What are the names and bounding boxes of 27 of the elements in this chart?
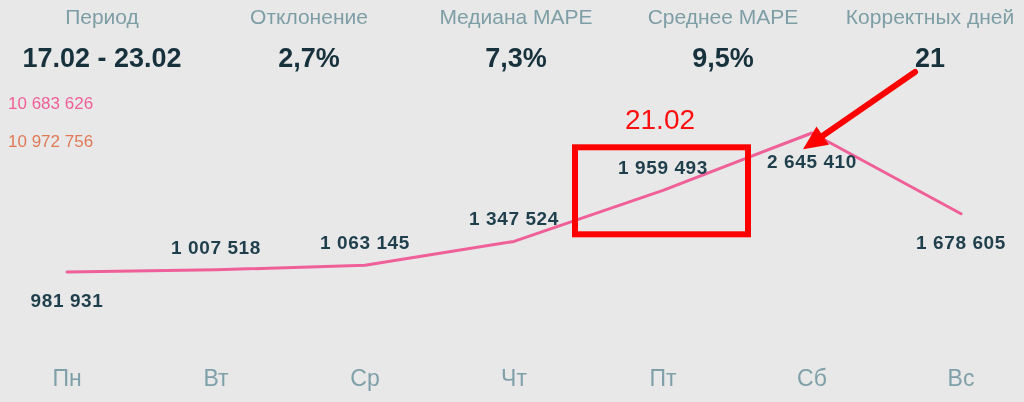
text: 9,5% — [692, 43, 754, 73]
category-label: Отклонение — [250, 5, 368, 28]
category-label: Корректных дней — [845, 5, 1015, 28]
text: 2,7% — [278, 43, 340, 73]
annotation: 10 972 756 — [8, 132, 94, 151]
data-label: 1 959 493 — [618, 157, 708, 179]
data-label: 1 678 605 — [916, 231, 1006, 253]
data-label: 2 645 410 — [767, 151, 857, 172]
category-label: Медиана MAPE — [439, 5, 593, 28]
x-tick-label: Сб — [797, 365, 827, 391]
x-tick-label: Пт — [649, 365, 677, 391]
text: 17.02 - 23.02 — [22, 43, 182, 73]
text: 10 683 626 — [8, 94, 94, 113]
data-label: 981 931 — [30, 289, 104, 311]
text: 21 — [914, 43, 946, 73]
category-label: Период — [65, 5, 139, 28]
x-tick-label: Чт — [501, 365, 528, 391]
x-tick-label: Пн — [52, 365, 82, 391]
x-tick-label: Ср — [350, 365, 380, 391]
data-label: 1 007 518 — [171, 236, 261, 258]
x-tick-label: Вс — [947, 365, 975, 391]
x-tick-label: Вт — [203, 365, 230, 391]
data-label: 1 347 524 — [469, 208, 559, 230]
category-label: Среднее MAPE — [647, 5, 799, 28]
annotation: 21.02 — [624, 104, 696, 136]
data-label: 1 063 145 — [320, 232, 410, 254]
text: 7,3% — [485, 43, 547, 73]
